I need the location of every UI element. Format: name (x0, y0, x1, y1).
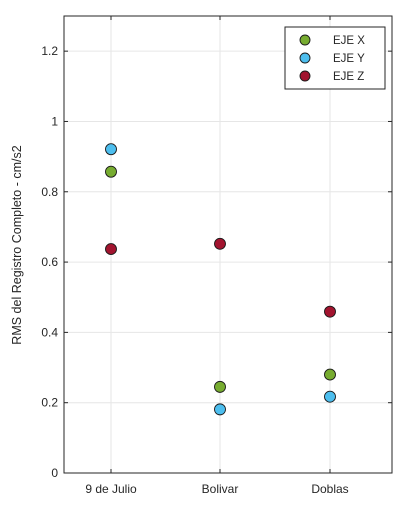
data-point (105, 165, 117, 178)
legend: EJE X EJE Y EJE Z (284, 26, 386, 90)
y-tick-label: 0.6 (41, 255, 58, 269)
y-tick-label: 0.2 (41, 396, 58, 410)
legend-marker (299, 70, 311, 82)
data-point (214, 237, 226, 250)
x-tick-label: Bolivar (202, 482, 239, 496)
x-tick-label: Doblas (311, 482, 348, 496)
data-point (324, 368, 336, 381)
y-tick-label: 0.4 (41, 325, 58, 339)
y-tick-label: 0 (51, 466, 58, 480)
plot-frame (63, 15, 393, 474)
data-point (324, 305, 336, 318)
data-points (105, 143, 336, 416)
data-point (324, 390, 336, 403)
data-point (214, 403, 226, 416)
tick-labels: 0 0.2 0.4 0.6 0.8 1 1.2 9 de Julio Bolivar Doblas (41, 44, 348, 496)
legend-marker (299, 34, 311, 46)
y-tick-label: 0.8 (41, 185, 58, 199)
legend-label: EJE Y (333, 53, 365, 65)
y-tick-label: 1.2 (41, 44, 58, 58)
x-tick-label: 9 de Julio (85, 482, 137, 496)
axes (63, 15, 393, 474)
legend-marker (299, 52, 311, 64)
data-point (214, 380, 226, 393)
y-tick-label: 1 (51, 114, 58, 128)
plot-background (64, 16, 392, 473)
data-point (105, 143, 117, 156)
legend-label: EJE X (333, 35, 365, 47)
y-axis-label: RMS del Registro Completo - cm/s2 (10, 145, 24, 344)
legend-label: EJE Z (333, 71, 364, 83)
data-point (105, 243, 117, 256)
